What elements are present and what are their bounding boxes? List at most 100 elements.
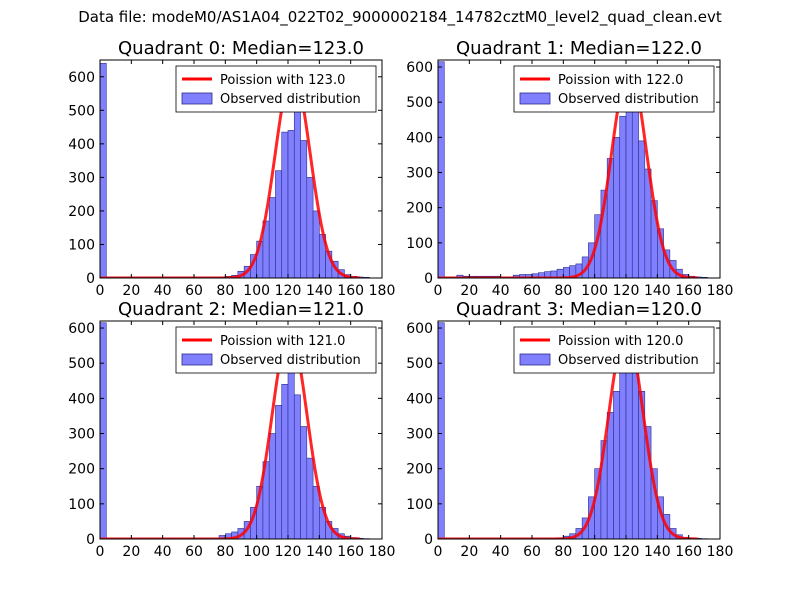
quadrant-3-title: Quadrant 3: Median=120.0 — [456, 299, 702, 320]
histogram-bar — [275, 405, 283, 539]
x-tick-label: 100 — [243, 544, 270, 560]
quadrant-1-title: Quadrant 1: Median=122.0 — [456, 38, 702, 59]
y-tick-label: 600 — [406, 321, 433, 337]
y-tick-label: 200 — [68, 204, 95, 220]
x-tick-label: 120 — [613, 544, 640, 560]
x-tick-label: 160 — [675, 544, 702, 560]
y-tick-label: 200 — [406, 462, 433, 478]
y-tick-label: 300 — [406, 427, 433, 443]
legend-line-label: Poission with 122.0 — [558, 73, 683, 88]
y-tick-label: 600 — [68, 321, 95, 337]
histogram-bar — [287, 130, 295, 278]
x-tick-label: 40 — [492, 283, 510, 299]
axes-frame — [437, 320, 721, 540]
x-tick-label: 120 — [275, 544, 302, 560]
figure-suptitle: Data file: modeM0/AS1A04_022T02_90000021… — [78, 8, 722, 26]
histogram-bar — [631, 108, 639, 278]
legend-bar-label: Observed distribution — [558, 92, 699, 107]
y-tick-label: 0 — [86, 271, 95, 287]
y-tick-label: 300 — [68, 427, 95, 443]
poisson-curve — [100, 329, 361, 539]
x-tick-label: 180 — [369, 544, 396, 560]
histogram-bar — [438, 61, 445, 278]
x-tick-label: 20 — [460, 544, 478, 560]
x-tick-label: 60 — [185, 544, 203, 560]
histogram-bar — [438, 322, 445, 539]
x-tick-label: 140 — [306, 544, 333, 560]
poisson-curve — [438, 329, 699, 539]
x-tick-label: 100 — [581, 544, 608, 560]
x-tick-label: 0 — [434, 544, 443, 560]
x-tick-label: 160 — [675, 283, 702, 299]
x-tick-label: 140 — [306, 283, 333, 299]
histogram-bar — [625, 362, 633, 539]
histogram-bar — [619, 115, 627, 278]
y-tick-label: 300 — [406, 166, 433, 182]
quadrant-0-panel: Quadrant 0: Median=123.00 20 40 60 80 100 120 1… — [68, 38, 395, 299]
histogram-bar — [287, 369, 295, 539]
x-tick-label: 180 — [707, 544, 734, 560]
x-tick-label: 0 — [96, 544, 105, 560]
y-tick-label: 400 — [406, 130, 433, 146]
x-tick-label: 60 — [523, 283, 541, 299]
x-tick-label: 0 — [96, 283, 105, 299]
y-tick-label: 100 — [68, 237, 95, 253]
x-tick-label: 100 — [243, 283, 270, 299]
x-tick-label: 160 — [337, 544, 364, 560]
y-tick-label: 300 — [68, 170, 95, 186]
quadrant-3-panel: Quadrant 3: Median=120.00 20 40 60 80 100 120 1… — [406, 299, 733, 560]
histogram-bar — [275, 170, 283, 278]
legend-bar-label: Observed distribution — [220, 353, 361, 368]
x-tick-label: 80 — [554, 283, 572, 299]
axes-frame — [99, 59, 383, 279]
y-tick-label: 0 — [424, 271, 433, 287]
legend-bar-swatch — [181, 92, 213, 105]
x-tick-label: 60 — [523, 544, 541, 560]
histogram-bar — [281, 383, 289, 539]
x-tick-label: 40 — [492, 544, 510, 560]
histogram-bar — [613, 137, 621, 278]
histogram-bar — [631, 369, 639, 539]
x-tick-label: 80 — [554, 544, 572, 560]
y-tick-label: 500 — [68, 356, 95, 372]
x-tick-label: 180 — [369, 283, 396, 299]
x-tick-label: 120 — [275, 283, 302, 299]
y-tick-label: 600 — [406, 60, 433, 76]
histogram-bar — [300, 140, 308, 278]
histogram-bar — [293, 394, 301, 539]
x-tick-label: 80 — [216, 544, 234, 560]
histogram-bar — [606, 412, 614, 539]
y-tick-label: 400 — [406, 391, 433, 407]
histogram-bar — [293, 106, 301, 278]
x-tick-label: 0 — [434, 283, 443, 299]
histogram-bar — [281, 131, 289, 278]
quadrant-1-panel: Quadrant 1: Median=122.00 20 40 60 80 100 120 1… — [406, 38, 733, 299]
y-tick-label: 100 — [68, 497, 95, 513]
x-tick-label: 20 — [122, 283, 140, 299]
x-tick-label: 80 — [216, 283, 234, 299]
x-tick-label: 60 — [185, 283, 203, 299]
x-tick-label: 20 — [460, 283, 478, 299]
legend: Poission with 120.0 Observed distribution — [513, 326, 715, 374]
legend: Poission with 123.0 Observed distribution — [175, 65, 377, 113]
legend-bar-swatch — [181, 353, 213, 366]
histogram-bar — [268, 197, 276, 278]
histogram-bar — [300, 426, 308, 539]
legend: Poission with 121.0 Observed distribution — [175, 326, 377, 374]
axes-frame — [437, 59, 721, 279]
y-tick-label: 0 — [86, 532, 95, 548]
y-tick-label: 100 — [406, 236, 433, 252]
legend-bar-swatch — [519, 92, 551, 105]
y-tick-label: 400 — [68, 391, 95, 407]
x-tick-label: 140 — [644, 283, 671, 299]
x-tick-label: 140 — [644, 544, 671, 560]
axes-frame — [99, 320, 383, 540]
histogram-bar — [312, 210, 320, 278]
y-tick-label: 100 — [406, 497, 433, 513]
histogram-bar — [638, 140, 646, 278]
y-tick-label: 500 — [406, 95, 433, 111]
x-tick-label: 20 — [122, 544, 140, 560]
legend-line-label: Poission with 120.0 — [558, 334, 683, 349]
histogram-bar — [306, 457, 314, 539]
